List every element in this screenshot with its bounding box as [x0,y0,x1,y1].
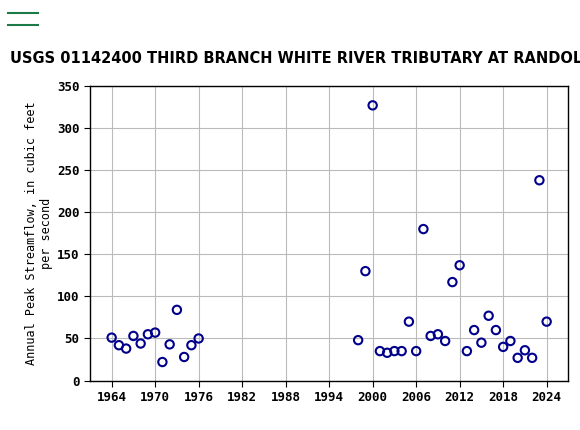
Point [527,354,536,361]
Point [477,339,486,346]
Point [498,344,508,350]
Point [404,318,414,325]
Point [411,347,420,354]
Point [353,337,362,344]
Point [114,342,124,349]
Point [143,331,153,338]
Point [194,335,203,342]
Text: USGS: USGS [49,10,100,28]
Point [121,345,130,352]
Point [440,338,450,344]
Point [426,332,435,339]
Point [469,327,478,334]
Point [158,359,167,366]
Point [107,334,116,341]
Point [150,329,160,336]
Point [535,177,544,184]
Text: USGS 01142400 THIRD BRANCH WHITE RIVER TRIBUTARY AT RANDOLPH, VT: USGS 01142400 THIRD BRANCH WHITE RIVER T… [10,51,580,66]
Point [375,347,385,354]
Point [136,340,145,347]
Point [129,332,138,339]
Point [491,327,501,334]
Point [382,349,392,356]
Point [361,268,370,275]
Point [513,354,522,361]
Point [455,262,464,269]
Point [462,347,472,354]
Point [433,331,443,338]
Point [506,338,515,344]
Point [179,353,188,360]
Y-axis label: Annual Peak Streamflow, in cubic feet
per second: Annual Peak Streamflow, in cubic feet pe… [25,101,53,365]
Point [165,341,174,348]
Point [520,347,530,354]
FancyBboxPatch shape [7,3,39,35]
Point [172,307,182,313]
Point [187,342,196,349]
Point [448,279,457,286]
Point [397,347,406,354]
Point [484,312,493,319]
Point [542,318,551,325]
Point [419,226,428,233]
Point [390,347,399,354]
Point [368,102,377,109]
